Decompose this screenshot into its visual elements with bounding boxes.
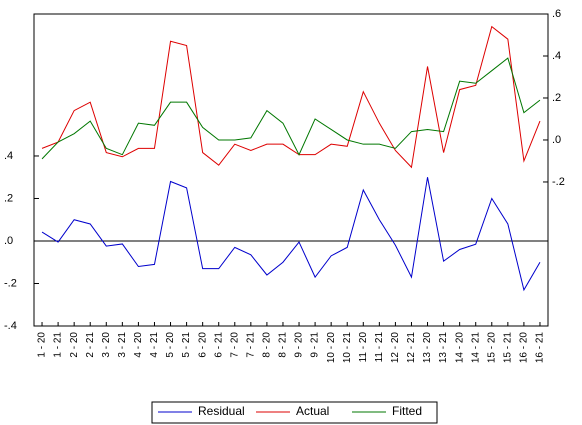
x-tick-label: 1 - 21 xyxy=(53,332,64,358)
x-tick-label: 2 - 21 xyxy=(85,332,96,358)
x-tick-label: 6 - 20 xyxy=(197,332,208,358)
x-tick-label: 16 - 20 xyxy=(519,332,530,364)
x-tick-label: 13 - 21 xyxy=(438,332,449,364)
plot-frame xyxy=(33,13,549,327)
x-tick-label: 11 - 20 xyxy=(358,332,369,363)
y-tick-label: -.2 xyxy=(4,277,17,289)
y2-tick-label: .4 xyxy=(552,50,561,62)
x-tick-label: 7 - 20 xyxy=(229,332,240,358)
y-tick-label: .2 xyxy=(4,192,13,204)
x-tick-label: 4 - 20 xyxy=(133,332,144,358)
legend-label: Actual xyxy=(296,404,329,418)
x-tick-label: 10 - 21 xyxy=(342,332,353,364)
x-tick-label: 8 - 21 xyxy=(278,332,289,358)
y-tick-label: -.4 xyxy=(4,320,17,332)
legend-label: Fitted xyxy=(392,404,422,418)
x-tick-label: 9 - 20 xyxy=(294,332,305,358)
x-tick-label: 14 - 20 xyxy=(454,332,465,364)
x-tick-label: 3 - 21 xyxy=(117,332,128,358)
x-tick-label: 14 - 21 xyxy=(470,332,481,364)
x-tick-label: 12 - 21 xyxy=(406,332,417,364)
x-tick-label: 8 - 20 xyxy=(262,332,273,358)
series-line xyxy=(41,57,541,160)
x-tick-label: 7 - 21 xyxy=(245,332,256,358)
x-tick-label: 5 - 21 xyxy=(181,332,192,358)
x-tick-label: 16 - 21 xyxy=(535,332,546,364)
y2-tick-label: .0 xyxy=(552,134,561,146)
x-tick-label: 3 - 20 xyxy=(101,332,112,358)
x-tick-label: 10 - 20 xyxy=(326,332,337,364)
x-tick-label: 9 - 21 xyxy=(310,332,321,358)
x-tick-label: 12 - 20 xyxy=(390,332,401,364)
x-tick-label: 2 - 20 xyxy=(69,332,80,358)
y-tick-label: .0 xyxy=(4,235,13,247)
series-line xyxy=(41,177,541,292)
y2-tick-label: .6 xyxy=(552,8,561,20)
legend-box xyxy=(151,401,438,424)
x-tick-label: 15 - 20 xyxy=(486,332,497,364)
x-tick-label: 15 - 21 xyxy=(502,332,513,364)
x-tick-label: 13 - 20 xyxy=(422,332,433,364)
x-tick-label: 11 - 21 xyxy=(374,332,385,363)
x-tick-label: 1 - 20 xyxy=(37,332,48,358)
y2-tick-label: -.2 xyxy=(552,176,565,188)
y2-tick-label: .2 xyxy=(552,92,561,104)
x-tick-label: 6 - 21 xyxy=(213,332,224,358)
series-line xyxy=(41,25,541,169)
x-tick-label: 5 - 20 xyxy=(165,332,176,358)
y-tick-label: .4 xyxy=(4,150,13,162)
legend-label: Residual xyxy=(198,404,245,418)
x-tick-label: 4 - 21 xyxy=(149,332,160,358)
